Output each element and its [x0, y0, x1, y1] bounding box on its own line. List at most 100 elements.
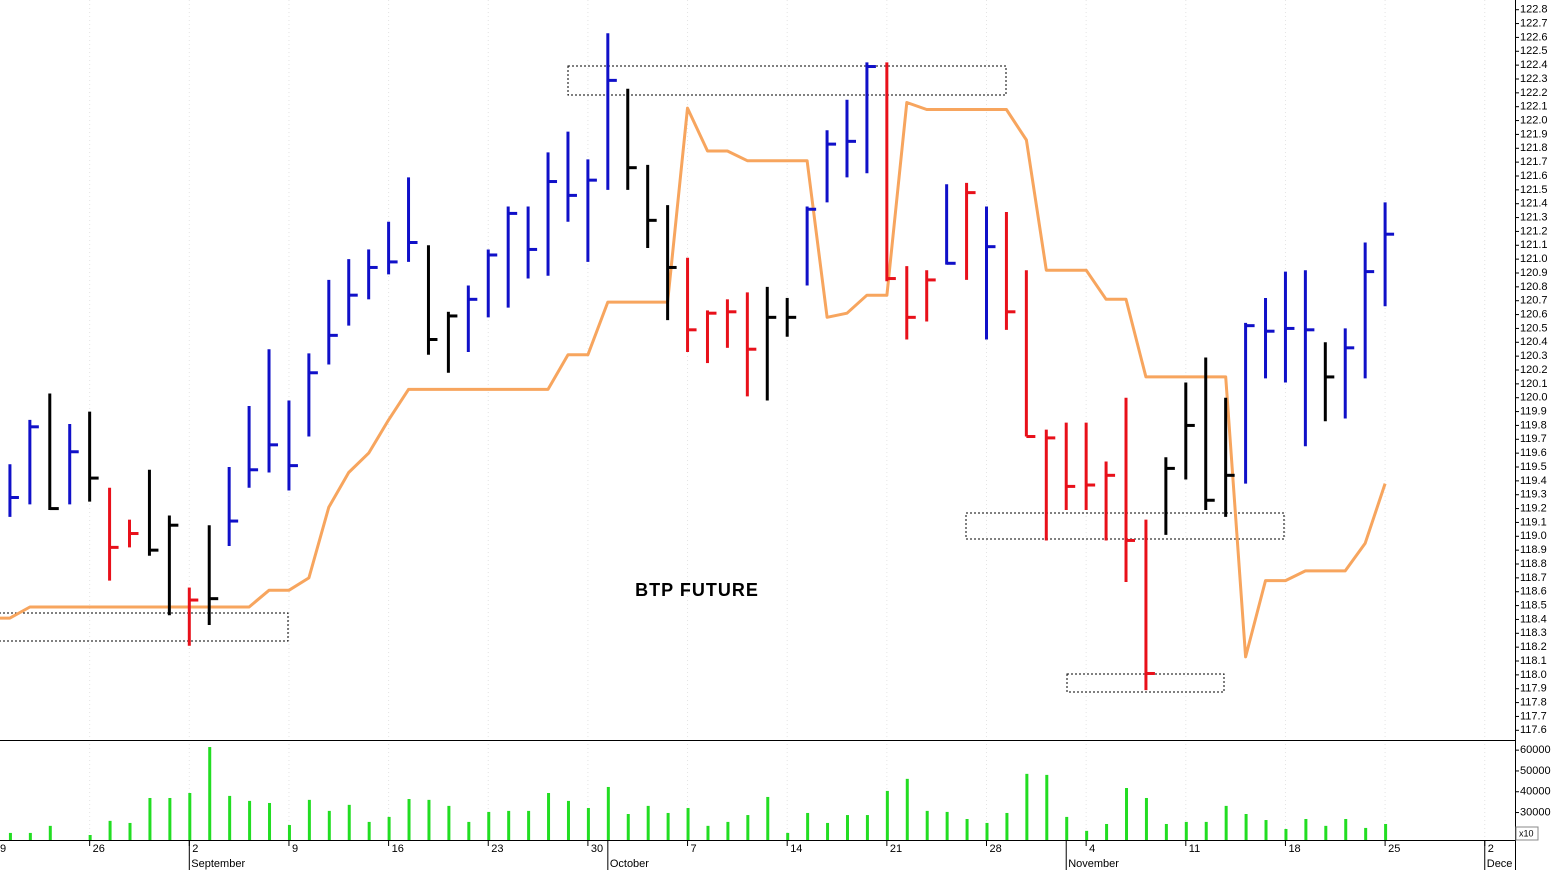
y-tick-label: 121.4: [1520, 198, 1548, 210]
y-tick-label: 121.6: [1520, 170, 1548, 182]
volume-bar: [307, 799, 311, 840]
volume-bar: [387, 816, 391, 840]
volume-bar: [1344, 818, 1348, 840]
x-tick-label: 23: [491, 843, 503, 855]
x-tick-label: 9: [292, 843, 298, 855]
y-tick-label: 122.5: [1520, 45, 1548, 57]
volume-bar: [826, 822, 830, 840]
y-tick-label: 122.8: [1520, 4, 1548, 16]
volume-bar: [905, 778, 909, 840]
volume-bar: [746, 815, 750, 840]
y-tick-label: 120.0: [1520, 392, 1548, 404]
x-tick-label: 4: [1089, 843, 1095, 855]
y-tick-label: 120.6: [1520, 308, 1548, 320]
month-label: September: [191, 858, 245, 870]
y-tick-label: 121.7: [1520, 156, 1548, 168]
range-box: [1066, 673, 1225, 693]
y-tick-label: 117.8: [1520, 696, 1547, 708]
volume-bar: [507, 810, 511, 840]
volume-bar: [248, 800, 252, 840]
y-tick-label: 117.6: [1520, 724, 1547, 736]
y-tick-label: 119.3: [1520, 489, 1547, 501]
y-tick-label: 120.7: [1520, 295, 1548, 307]
volume-bar: [1125, 788, 1129, 840]
volume-bar: [885, 790, 889, 840]
volume-bar: [527, 810, 531, 840]
y-tick-label: 122.3: [1520, 73, 1548, 85]
y-tick-label: 119.8: [1520, 419, 1547, 431]
volume-bar: [108, 820, 112, 840]
y-tick-label: 117.7: [1520, 710, 1547, 722]
y-tick-label: 122.1: [1520, 101, 1548, 113]
x-tick-label: 30: [591, 843, 603, 855]
range-box: [567, 65, 1007, 96]
volume-bar: [626, 814, 630, 840]
y-tick-label: 121.9: [1520, 128, 1548, 140]
x-tick-label: 26: [93, 843, 105, 855]
y2-tick-label: 60000: [1520, 744, 1551, 756]
volume-bar: [1025, 773, 1029, 840]
volume-bar: [666, 812, 670, 840]
volume-bar: [1384, 823, 1388, 840]
x-tick-label: 11: [1189, 843, 1200, 855]
y-tick-label: 118.8: [1520, 558, 1547, 570]
y-tick-label: 118.6: [1520, 586, 1547, 598]
volume-bar: [1364, 827, 1368, 840]
volume-bar: [1005, 812, 1009, 840]
volume-bar: [566, 800, 570, 840]
y-tick-label: 122.6: [1520, 31, 1548, 43]
volume-bar: [367, 821, 371, 840]
y-tick-label: 118.9: [1520, 544, 1547, 556]
volume-bar: [965, 818, 969, 840]
y-tick-label: 121.0: [1520, 253, 1548, 265]
volume-bar: [1065, 816, 1069, 840]
month-label: Dece: [1487, 858, 1513, 870]
month-label: November: [1068, 858, 1119, 870]
volume-bar: [845, 815, 849, 840]
volume-bar: [806, 812, 810, 840]
x-tick-label: 2: [1488, 843, 1494, 855]
y-tick-label: 119.7: [1520, 433, 1547, 445]
y-tick-label: 118.1: [1520, 655, 1547, 667]
volume-bar: [208, 747, 212, 840]
y-tick-label: 120.8: [1520, 281, 1548, 293]
y-tick-label: 118.5: [1520, 599, 1547, 611]
volume-bar: [487, 811, 491, 840]
y2-tick-label: 30000: [1520, 806, 1551, 818]
volume-bar: [686, 807, 690, 840]
y-tick-label: 118.0: [1520, 669, 1547, 681]
volume-bar: [925, 810, 929, 840]
y-tick-label: 118.3: [1520, 627, 1547, 639]
y-tick-label: 121.1: [1520, 239, 1548, 251]
volume-bar: [8, 832, 12, 840]
volume-bar: [168, 797, 172, 840]
y-tick-label: 120.2: [1520, 364, 1548, 376]
volume-bar: [327, 810, 331, 840]
volume-bar: [427, 799, 431, 840]
y-tick-label: 119.9: [1520, 405, 1547, 417]
x-tick-label: 2: [192, 843, 198, 855]
x-tick-label: 21: [890, 843, 902, 855]
y-tick-label: 120.4: [1520, 336, 1548, 348]
x-tick-label: 7: [691, 843, 697, 855]
volume-bar: [287, 825, 291, 840]
chart-title: BTP FUTURE: [635, 580, 759, 600]
y-tick-label: 118.4: [1520, 613, 1547, 625]
volume-bar: [1324, 825, 1328, 840]
y-tick-label: 121.5: [1520, 184, 1548, 196]
volume-bar: [28, 832, 32, 840]
volume-scale-label: x10: [1519, 828, 1534, 838]
x-tick-label: 28: [990, 843, 1002, 855]
y-tick-label: 120.9: [1520, 267, 1548, 279]
volume-bar: [1264, 820, 1268, 840]
y-tick-label: 117.9: [1520, 683, 1547, 695]
volume-bar: [407, 799, 411, 840]
y-tick-label: 119.1: [1520, 516, 1547, 528]
x-tick-label: 14: [790, 843, 802, 855]
volume-bar: [606, 786, 610, 840]
y2-tick-label: 40000: [1520, 786, 1551, 798]
y-tick-label: 121.8: [1520, 142, 1548, 154]
x-tick-label: 9: [0, 843, 6, 855]
